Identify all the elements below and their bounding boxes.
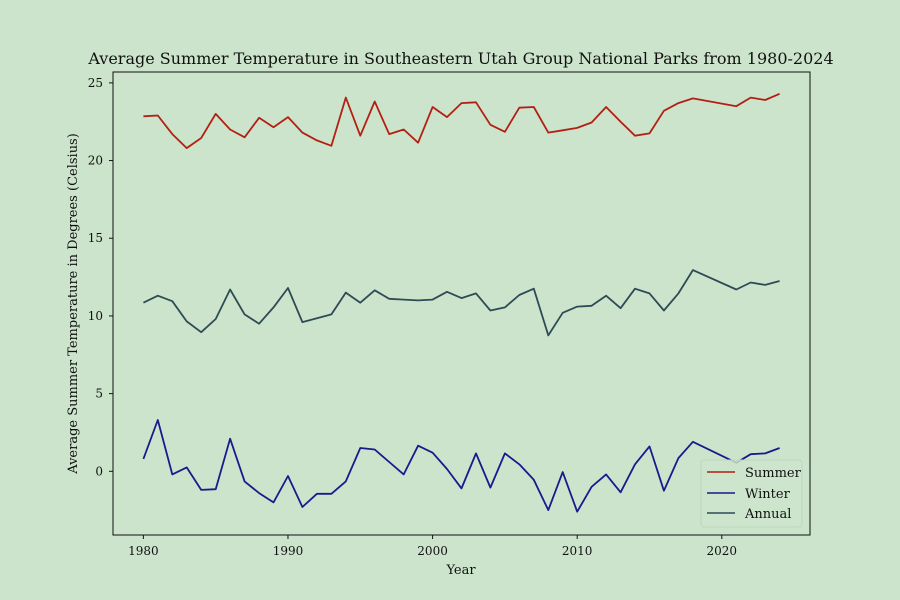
series-line-summer (143, 92, 780, 150)
chart-title: Average Summer Temperature in Southeaste… (87, 49, 833, 68)
series-lines (142, 92, 780, 513)
legend-label-annual: Annual (744, 507, 791, 522)
y-tick-label-10: 10 (88, 309, 103, 323)
y-tick-label-25: 25 (88, 76, 103, 90)
plot-area (112, 71, 811, 536)
y-tick-label-5: 5 (95, 387, 103, 401)
legend-label-summer: Summer (745, 466, 802, 481)
legend: Summer Winter Annual (700, 459, 803, 528)
x-tick-label-2010: 2010 (562, 544, 593, 558)
y-tick-label-0: 0 (95, 464, 103, 478)
y-tick-label-15: 15 (88, 231, 103, 245)
series-line-winter (142, 419, 780, 513)
x-axis-label: Year (445, 563, 476, 578)
legend-box (700, 459, 803, 528)
y-tick-label-20: 20 (88, 154, 103, 168)
legend-label-winter: Winter (745, 487, 791, 502)
x-tick-label-2000: 2000 (417, 544, 448, 558)
series-line-annual (143, 269, 780, 337)
x-axis: 1980 1990 2000 2010 2020 (128, 535, 737, 558)
x-tick-label-1990: 1990 (273, 544, 304, 558)
x-tick-label-2020: 2020 (707, 544, 738, 558)
x-tick-label-1980: 1980 (128, 544, 159, 558)
y-axis-label: Average Summer Temperature in Degrees (C… (66, 133, 81, 475)
y-axis: 0 5 10 15 20 25 (88, 76, 113, 478)
